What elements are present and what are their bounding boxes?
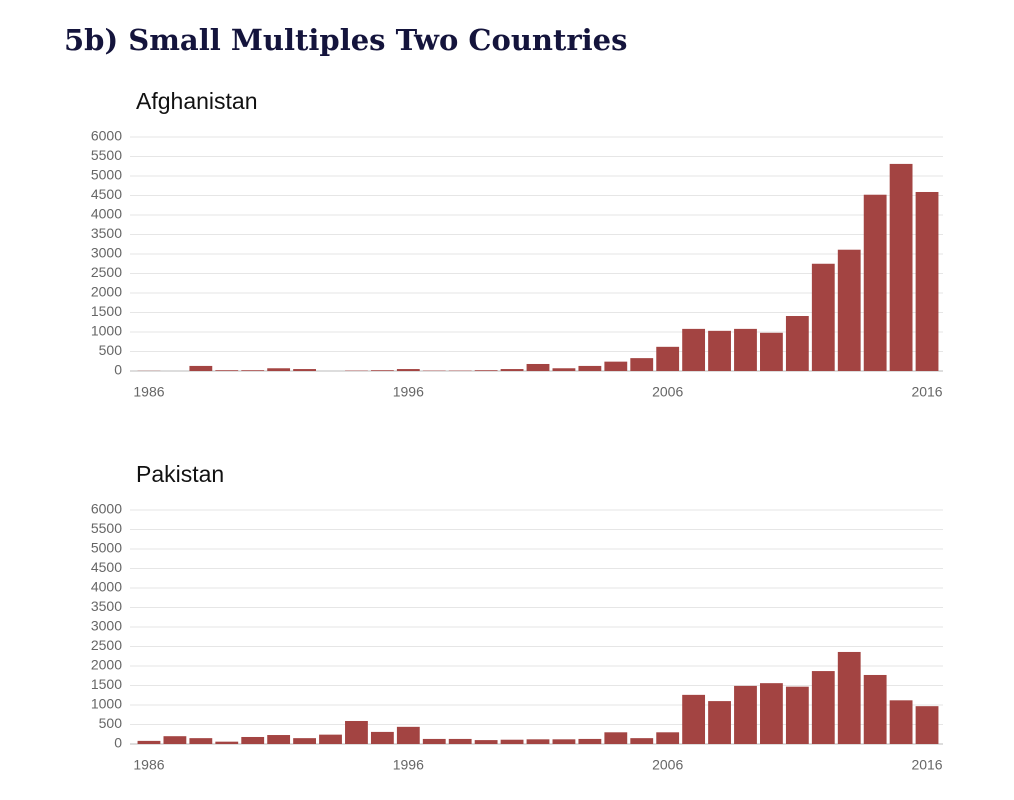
bar	[604, 361, 628, 371]
y-tick-label: 1000	[91, 696, 122, 712]
bar	[630, 738, 654, 744]
y-tick-label: 3500	[91, 225, 122, 241]
bar	[837, 249, 861, 371]
bar	[785, 316, 809, 371]
bar	[370, 731, 394, 744]
bar	[889, 163, 913, 371]
bar	[396, 369, 420, 371]
bar	[526, 363, 550, 371]
bar	[915, 706, 939, 744]
y-tick-label: 5000	[91, 540, 122, 556]
bar	[889, 700, 913, 744]
bar	[708, 330, 731, 371]
bar	[656, 732, 680, 744]
x-tick-label: 1986	[133, 757, 164, 773]
y-tick-label: 3000	[91, 618, 122, 634]
x-tick-label: 2006	[652, 384, 683, 400]
bar	[785, 686, 809, 744]
bar	[163, 736, 187, 744]
y-tick-label: 5500	[91, 520, 122, 536]
bar	[863, 674, 887, 744]
y-tick-label: 2000	[91, 284, 122, 300]
bar	[215, 741, 239, 744]
y-tick-label: 3000	[91, 245, 122, 261]
bar	[837, 651, 861, 744]
y-tick-label: 500	[99, 342, 123, 358]
y-tick-label: 5000	[91, 167, 122, 183]
bar	[682, 694, 706, 744]
x-tick-label: 2016	[911, 384, 942, 400]
bar	[293, 369, 316, 371]
bar	[552, 368, 576, 371]
bar	[293, 738, 316, 744]
y-tick-label: 500	[99, 715, 123, 731]
bar	[267, 735, 291, 744]
y-tick-label: 5500	[91, 147, 122, 163]
y-tick-label: 2500	[91, 637, 122, 653]
y-tick-label: 1500	[91, 676, 122, 692]
bar	[708, 701, 731, 744]
x-tick-label: 1996	[393, 757, 424, 773]
y-tick-label: 6000	[91, 501, 122, 517]
y-tick-label: 2500	[91, 264, 122, 280]
bar	[448, 738, 472, 744]
bar	[241, 736, 265, 744]
bar	[474, 740, 498, 744]
bar	[811, 671, 835, 744]
bar	[137, 740, 161, 744]
bar	[189, 738, 213, 744]
bar	[682, 328, 706, 371]
bar	[734, 328, 757, 371]
bar	[189, 365, 213, 371]
page-title: 5b) Small Multiples Two Countries	[64, 23, 627, 57]
y-tick-label: 4000	[91, 579, 122, 595]
x-tick-label: 1996	[393, 384, 424, 400]
x-tick-label: 1986	[133, 384, 164, 400]
bar	[811, 263, 835, 371]
bar	[319, 734, 342, 744]
x-tick-label: 2016	[911, 757, 942, 773]
bar	[863, 194, 887, 371]
y-tick-label: 6000	[91, 128, 122, 144]
bar	[241, 370, 265, 371]
bar	[604, 732, 628, 744]
y-tick-label: 4500	[91, 559, 122, 575]
y-tick-label: 0	[114, 362, 122, 378]
y-tick-label: 4000	[91, 206, 122, 222]
y-tick-label: 1500	[91, 303, 122, 319]
bar	[345, 720, 368, 744]
bar	[474, 370, 498, 371]
x-tick-label: 2006	[652, 757, 683, 773]
bar	[422, 738, 446, 744]
bar	[760, 683, 783, 744]
bar	[370, 370, 394, 371]
bar	[760, 332, 783, 371]
bar	[630, 358, 654, 371]
bar	[578, 365, 602, 371]
bar	[578, 738, 602, 744]
bar	[267, 368, 291, 371]
y-tick-label: 4500	[91, 186, 122, 202]
bar	[915, 191, 939, 371]
y-tick-label: 1000	[91, 323, 122, 339]
bar	[215, 370, 239, 371]
y-tick-label: 0	[114, 735, 122, 751]
chart-title: Pakistan	[136, 461, 224, 487]
bar	[526, 739, 550, 744]
bar	[396, 726, 420, 744]
bar	[500, 369, 524, 371]
bar	[656, 346, 680, 371]
bar	[734, 685, 757, 744]
y-tick-label: 3500	[91, 598, 122, 614]
y-tick-label: 2000	[91, 657, 122, 673]
bar	[552, 739, 576, 744]
bar	[500, 739, 524, 744]
chart-title: Afghanistan	[136, 88, 257, 114]
